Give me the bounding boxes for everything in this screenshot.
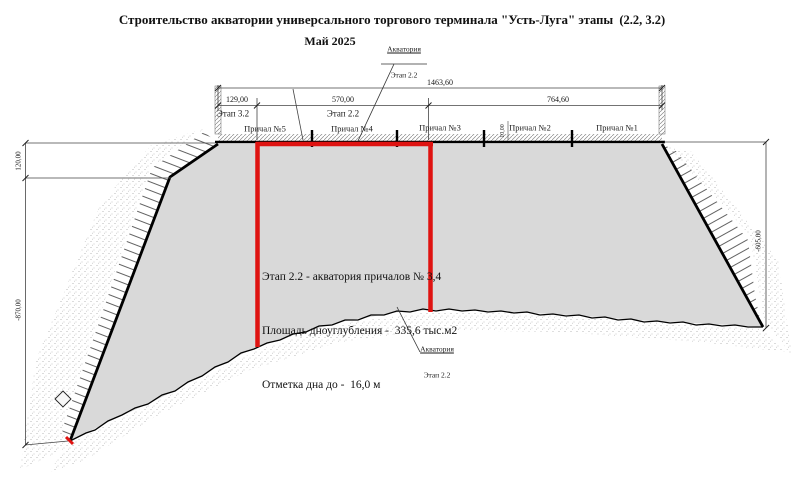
left-slope-line: [68, 142, 219, 442]
dim-quay-offset: 10,00: [499, 124, 506, 138]
stage-2-2-red-boundary: [64, 141, 433, 446]
dim-left-lower: -870,00: [14, 299, 23, 321]
berth-label-4: Причал №4: [331, 123, 373, 134]
callout-akvatoria-bottom-line1: Акватория: [420, 344, 454, 354]
stage-3-2-label: Этап 3.2: [216, 108, 250, 119]
right-slope-line: [660, 143, 765, 328]
dredge-bottom-edge: [69, 308, 763, 442]
info-line-area: Площадь дноуглубления - 335,6 тыс.м2: [262, 325, 458, 337]
info-line-stage: Этап 2.2 - акватория причалов № 3,4: [262, 271, 442, 283]
berth-label-3: Причал №3: [419, 122, 461, 133]
stage-2-2-label: Этап 2.2: [326, 108, 360, 119]
callout-akvatoria-bottom-line2: Этап 2.2: [423, 370, 451, 380]
left-slope-hatch: [62, 132, 218, 441]
ground-stipple-texture: [20, 128, 792, 473]
info-line-depth: Отметка дна до - 16,0 м: [262, 379, 381, 391]
title-main: Строительство акватории универсального т…: [118, 12, 576, 27]
dim-segment-left: 129,00: [226, 94, 248, 104]
berth-label-1: Причал №1: [596, 122, 638, 133]
dim-left-upper: 120,00: [14, 151, 23, 171]
date-subtitle: Май 2025: [304, 34, 356, 48]
callout-leaders: [357, 63, 427, 353]
water-area: [70, 144, 763, 441]
berth-label-2: Причал №2: [509, 122, 551, 133]
berth-label-5: Причал №5: [244, 123, 286, 134]
page-title: Строительство акватории универсального т…: [119, 12, 665, 28]
callout-akvatoria-top-line1: Акватория: [387, 44, 421, 54]
callout-akvatoria-top: Акватория Этап 2.2: [387, 29, 421, 98]
title-suffix: этапы (2.2, 3.2): [575, 13, 666, 27]
dimension-lines: [24, 85, 767, 446]
dimension-ticks: [22, 84, 770, 449]
callout-akvatoria-bottom: Акватория Этап 2.2: [420, 329, 454, 398]
dim-segment-mid: 570,00: [332, 94, 354, 104]
dim-right-side: -605,00: [754, 230, 763, 252]
callout-akvatoria-top-line2: Этап 2.2: [390, 70, 418, 80]
dim-total-length: 1463,60: [427, 77, 453, 87]
quay-wall-hatch: [218, 134, 662, 141]
stage-info-block: Этап 2.2 - акватория причалов № 3,4 Площ…: [262, 232, 457, 430]
dim-segment-right: 764,60: [547, 94, 569, 104]
survey-diamond-marker: [54, 390, 72, 408]
